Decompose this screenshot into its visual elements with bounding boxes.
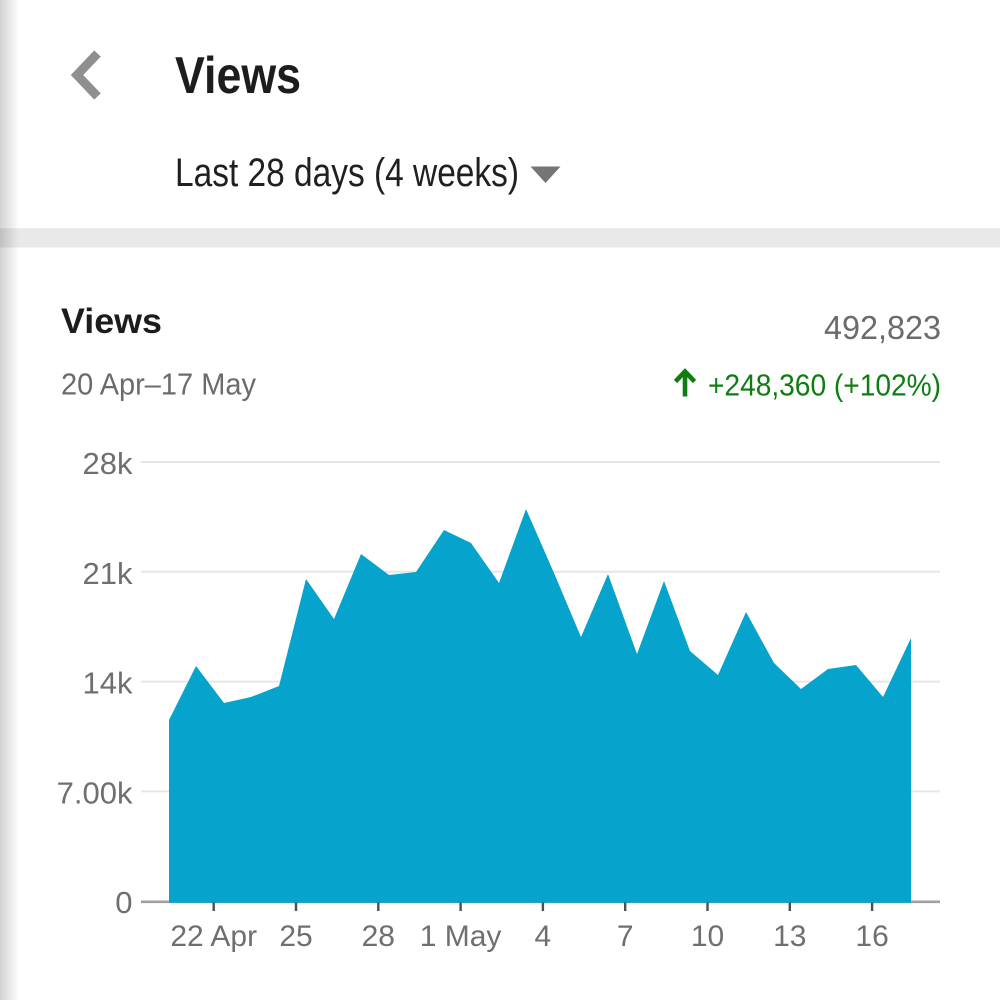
svg-text:Views: Views <box>175 47 301 105</box>
svg-text:10: 10 <box>691 920 724 953</box>
svg-text:21k: 21k <box>83 556 133 591</box>
svg-text:492,823: 492,823 <box>824 309 941 346</box>
svg-text:Last 28 days (4 weeks): Last 28 days (4 weeks) <box>175 151 519 195</box>
svg-text:25: 25 <box>279 920 312 953</box>
svg-text:Views: Views <box>61 302 162 341</box>
svg-text:20 Apr–17 May: 20 Apr–17 May <box>61 368 257 402</box>
svg-text:1 May: 1 May <box>420 920 502 953</box>
svg-text:22 Apr: 22 Apr <box>170 920 257 953</box>
svg-text:28: 28 <box>362 920 395 953</box>
svg-text:7: 7 <box>617 920 634 953</box>
svg-text:13: 13 <box>773 920 806 953</box>
svg-text:7.00k: 7.00k <box>57 775 133 810</box>
svg-text:28k: 28k <box>83 446 133 481</box>
svg-text:4: 4 <box>535 920 552 953</box>
svg-text:+248,360 (+102%): +248,360 (+102%) <box>708 369 941 403</box>
svg-text:0: 0 <box>115 885 132 920</box>
svg-text:14k: 14k <box>83 666 133 701</box>
svg-text:16: 16 <box>855 920 888 953</box>
